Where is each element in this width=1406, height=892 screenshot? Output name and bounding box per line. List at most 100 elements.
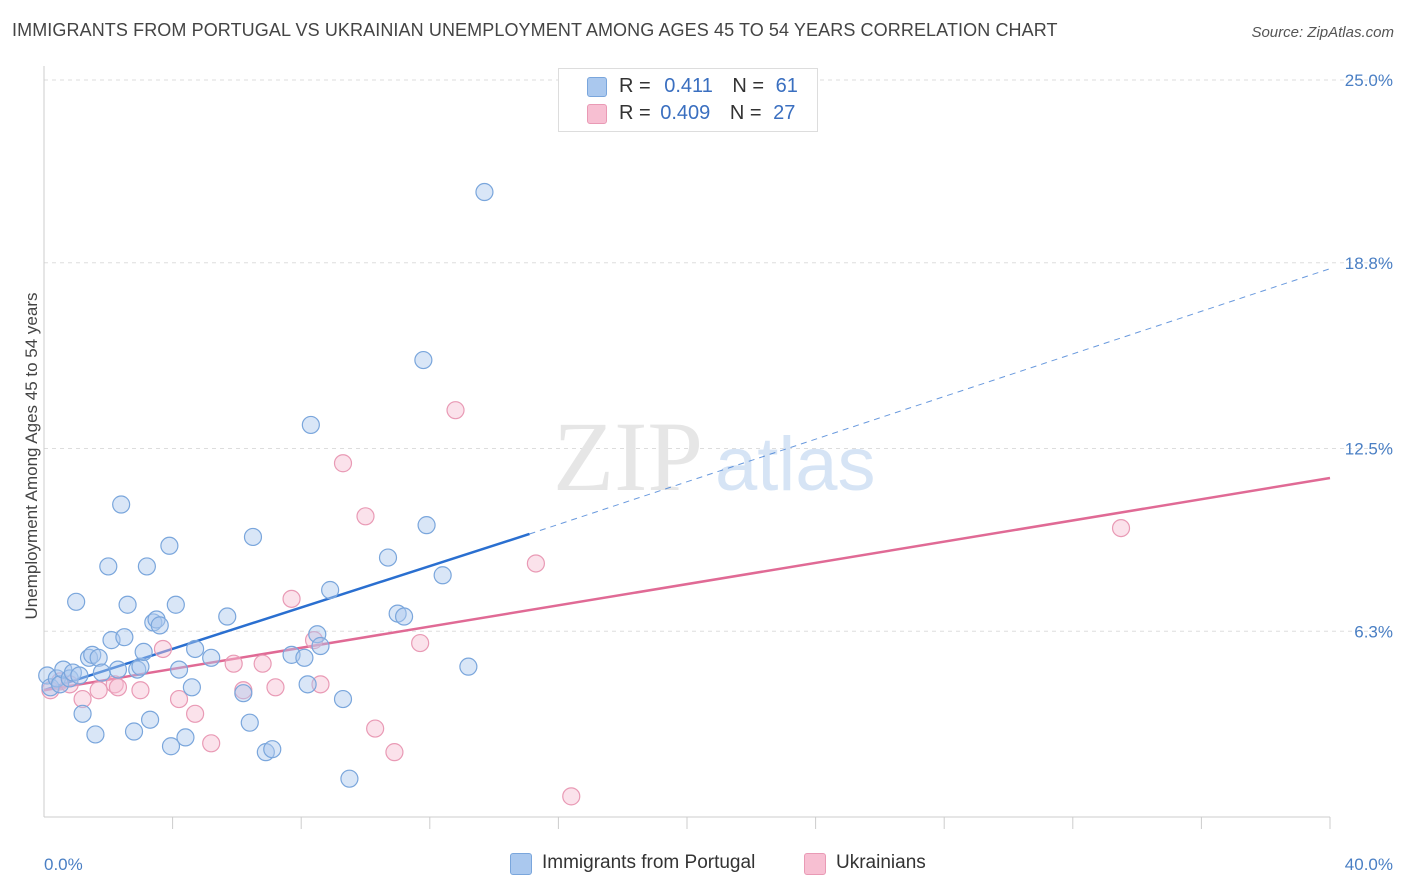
portugal-point [160, 536, 179, 555]
ukrainians-point [282, 589, 301, 608]
portugal-point [417, 516, 436, 535]
ukrainians-point [253, 654, 272, 673]
portugal-point [234, 684, 253, 703]
x-tick-label: 0.0% [44, 855, 83, 874]
ukrainians-point [108, 678, 128, 697]
legend-n-value: 27 [773, 102, 796, 124]
bottom-legend-label-portugal: Immigrants from Portugal [542, 852, 756, 873]
portugal-point [186, 639, 205, 659]
ukrainians-point [186, 704, 205, 723]
portugal-point [134, 642, 153, 662]
x-tick-labels: 0.0% 40.0% [44, 855, 1393, 874]
bottom-legend-label-ukrainians: Ukrainians [836, 852, 926, 873]
legend-r-label: R = [619, 102, 651, 124]
portugal-point [115, 628, 134, 647]
portugal-point [89, 648, 108, 667]
y-tick-label: 12.5% [1345, 440, 1393, 459]
portugal-point [378, 548, 398, 567]
portugal-point [92, 663, 111, 682]
legend-r-value: 0.409 [660, 102, 711, 124]
axes [43, 66, 1331, 829]
source-label: Source: ZipAtlas.com [1251, 24, 1394, 41]
portugal-point [243, 527, 263, 547]
portugal-point [182, 678, 201, 697]
ukrainians-point [224, 654, 243, 673]
legend: R = 0.411 N = 61 R = 0.409 N = 27 [558, 68, 818, 132]
portugal-point [240, 713, 259, 732]
ukrainians-point [311, 675, 330, 694]
legend-r-value: 0.411 [664, 75, 713, 97]
legend-n-label: N = [732, 75, 765, 97]
ukrainians-point [266, 678, 285, 697]
portugal-point [301, 415, 320, 435]
portugal-point [166, 595, 185, 614]
watermark-atlas: atlas [715, 422, 876, 507]
portugal-point [176, 728, 195, 747]
legend-n-label: N = [729, 102, 762, 124]
ukrainians-point [356, 507, 375, 526]
portugal-point [79, 648, 99, 667]
portugal-point [112, 495, 131, 514]
portugal-point [118, 595, 137, 614]
ukrainians-points [41, 401, 1131, 806]
portugal-point [218, 607, 237, 626]
legend-r-label: R = [619, 75, 651, 97]
ukrainians-point [562, 787, 581, 806]
portugal-point [308, 625, 327, 644]
legend-swatch-portugal [587, 77, 607, 97]
gridlines [44, 79, 1392, 632]
y-tick-label: 25.0% [1345, 71, 1393, 90]
ukrainians-point [385, 743, 404, 762]
portugal-point [459, 657, 478, 676]
portugal-point [137, 557, 156, 576]
x-tick-label: 40.0% [1345, 855, 1393, 874]
portugal-point [161, 737, 181, 756]
portugal-point [67, 592, 86, 611]
y-tick-label: 6.3% [1354, 622, 1393, 641]
portugal-point [150, 616, 169, 635]
watermark: ZIP atlas [553, 401, 876, 512]
portugal-point [295, 648, 314, 667]
ukrainians-point [73, 689, 92, 709]
bottom-legend-swatch-ukrainians [804, 853, 826, 875]
ukrainians-point [105, 675, 124, 694]
portugal-point [73, 704, 92, 723]
ukrainians-point [89, 681, 108, 700]
portugal-points [38, 182, 494, 788]
ukrainians-point [202, 734, 221, 753]
portugal-point [202, 648, 221, 667]
ukrainians-point [169, 689, 189, 709]
ukrainians-point [1111, 518, 1131, 538]
ukrainians-point [446, 401, 465, 420]
portugal-point [86, 725, 105, 744]
portugal-point [169, 660, 189, 679]
ukrainians-point [411, 633, 430, 653]
portugal-point [394, 607, 414, 626]
ukrainians-point [526, 554, 545, 573]
portugal-point [311, 636, 330, 656]
portugal-point [433, 566, 452, 585]
portugal-point [340, 769, 359, 788]
ukrainians-point [153, 639, 173, 659]
portugal-point [108, 660, 128, 679]
legend-n-value: 61 [775, 75, 798, 97]
legend-swatch-ukrainians [587, 104, 607, 124]
portugal-point [263, 740, 282, 759]
portugal-point [50, 675, 70, 694]
portugal-point [140, 710, 160, 729]
portugal-point [475, 182, 494, 202]
y-tick-label: 18.8% [1345, 254, 1393, 273]
chart-title: IMMIGRANTS FROM PORTUGAL VS UKRAINIAN UN… [12, 20, 1058, 40]
portugal-point [70, 666, 89, 685]
portugal-point [321, 580, 340, 600]
portugal-point [128, 660, 147, 679]
portugal-point [333, 689, 353, 709]
bottom-legend-swatch-portugal [510, 853, 532, 875]
portugal-point [124, 722, 144, 741]
y-axis-label: Unemployment Among Ages 45 to 54 years [22, 293, 41, 620]
ukrainians-point [131, 681, 150, 700]
ukrainians-point [333, 454, 353, 473]
portugal-point [99, 557, 118, 576]
ukrainians-trend-line [43, 476, 1331, 692]
